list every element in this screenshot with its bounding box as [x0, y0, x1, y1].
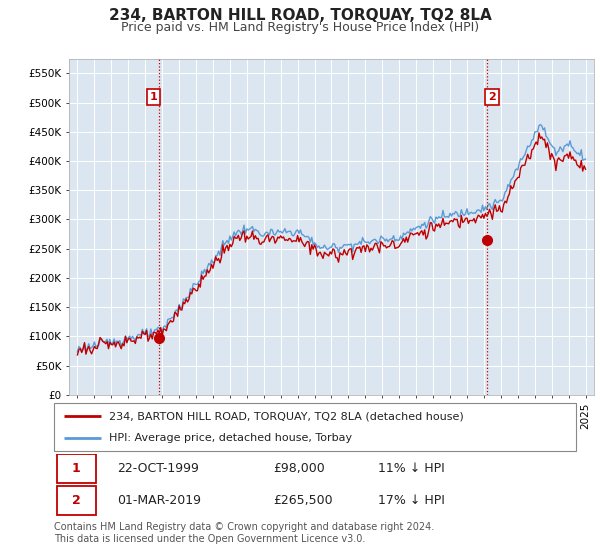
Text: 11% ↓ HPI: 11% ↓ HPI — [377, 462, 445, 475]
Text: 234, BARTON HILL ROAD, TORQUAY, TQ2 8LA (detached house): 234, BARTON HILL ROAD, TORQUAY, TQ2 8LA … — [109, 411, 464, 421]
Text: 1: 1 — [150, 92, 158, 102]
Text: £98,000: £98,000 — [273, 462, 325, 475]
Text: HPI: Average price, detached house, Torbay: HPI: Average price, detached house, Torb… — [109, 433, 352, 443]
Text: 17% ↓ HPI: 17% ↓ HPI — [377, 494, 445, 507]
Text: Price paid vs. HM Land Registry's House Price Index (HPI): Price paid vs. HM Land Registry's House … — [121, 21, 479, 34]
Text: 22-OCT-1999: 22-OCT-1999 — [116, 462, 199, 475]
Text: £265,500: £265,500 — [273, 494, 333, 507]
FancyBboxPatch shape — [56, 487, 96, 515]
Text: 2: 2 — [488, 92, 496, 102]
Text: 1: 1 — [71, 462, 80, 475]
FancyBboxPatch shape — [56, 454, 96, 483]
FancyBboxPatch shape — [54, 403, 576, 451]
Text: 01-MAR-2019: 01-MAR-2019 — [116, 494, 200, 507]
Text: Contains HM Land Registry data © Crown copyright and database right 2024.
This d: Contains HM Land Registry data © Crown c… — [54, 522, 434, 544]
Text: 234, BARTON HILL ROAD, TORQUAY, TQ2 8LA: 234, BARTON HILL ROAD, TORQUAY, TQ2 8LA — [109, 8, 491, 24]
Text: 2: 2 — [71, 494, 80, 507]
